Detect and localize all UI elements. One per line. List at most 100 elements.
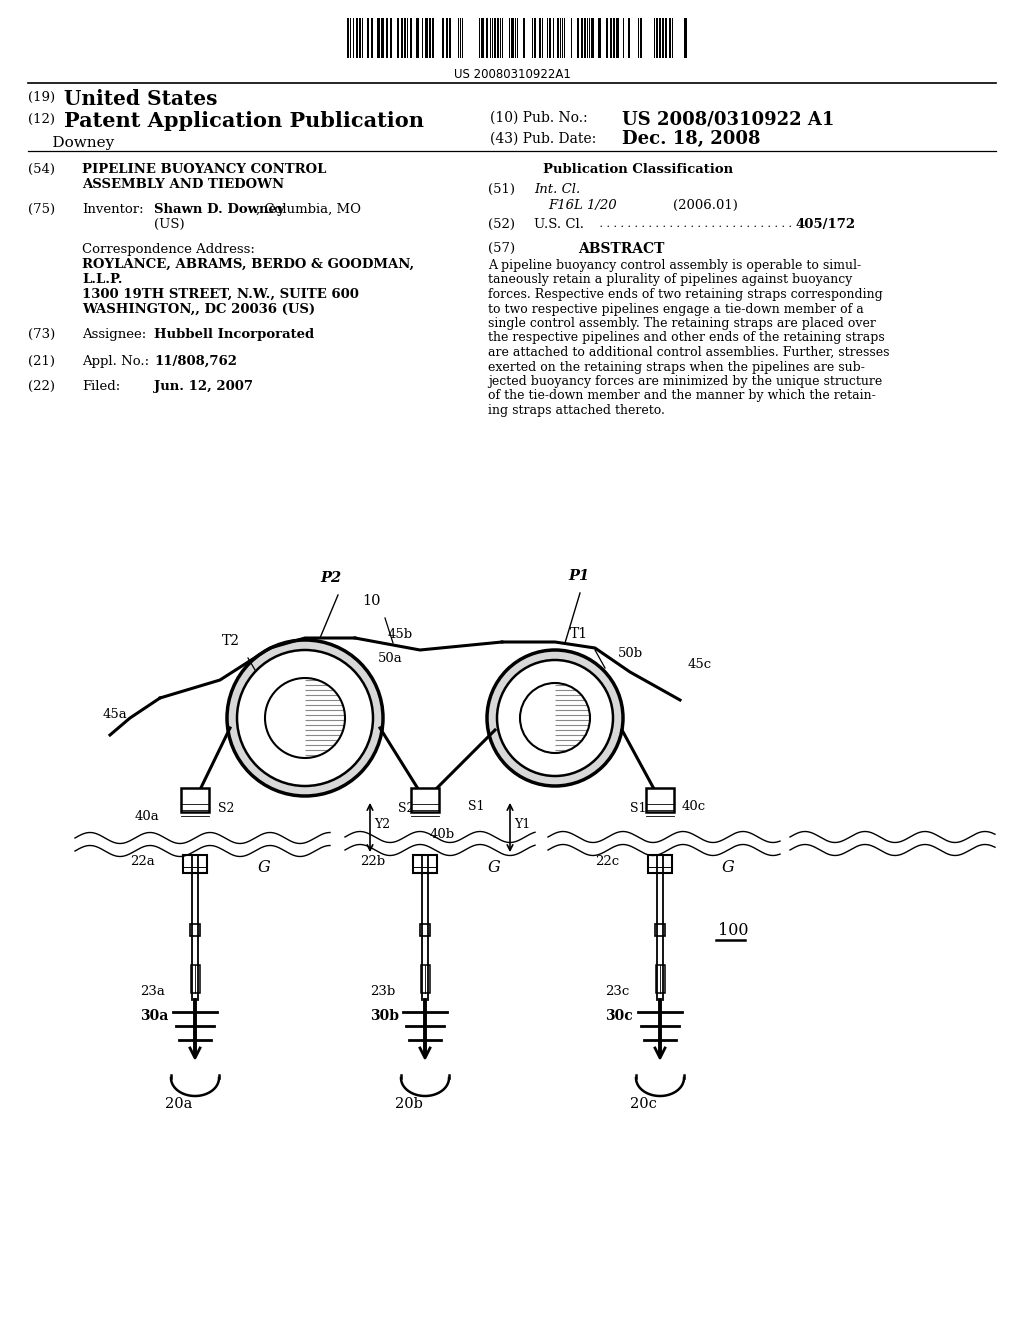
Text: Patent Application Publication: Patent Application Publication [63,111,424,131]
Text: T2: T2 [222,634,240,648]
Bar [640,18,642,58]
Bar [404,18,406,58]
Bar [356,18,358,58]
Text: (75): (75) [28,203,55,216]
Bar [511,18,514,58]
Bar [446,18,449,58]
Text: United States: United States [63,88,217,110]
Text: Downey: Downey [28,136,115,150]
Circle shape [497,660,613,776]
Bar [367,18,369,58]
Circle shape [488,651,622,785]
Text: (43) Pub. Date:: (43) Pub. Date: [490,132,596,147]
Text: (19): (19) [28,91,59,104]
Text: PIPELINE BUOYANCY CONTROL: PIPELINE BUOYANCY CONTROL [82,162,327,176]
Text: Appl. No.:: Appl. No.: [82,355,150,368]
Bar [523,18,525,58]
Text: Publication Classification: Publication Classification [543,162,733,176]
Text: 11/808,762: 11/808,762 [154,355,237,368]
Text: S1: S1 [630,803,646,814]
Text: 23a: 23a [140,985,165,998]
Text: exerted on the retaining straps when the pipelines are sub-: exerted on the retaining straps when the… [488,360,865,374]
Text: S2: S2 [398,803,415,814]
Text: Inventor:: Inventor: [82,203,143,216]
Text: 20c: 20c [630,1097,656,1111]
Bar [416,18,419,58]
Text: (21): (21) [28,355,55,368]
Text: 50b: 50b [618,647,643,660]
Bar [442,18,444,58]
Bar [497,18,499,58]
Bar [648,855,672,873]
Bar [662,18,664,58]
Bar [190,924,200,936]
Text: (73): (73) [28,327,55,341]
Text: G: G [722,859,735,876]
Text: Shawn D. Downey: Shawn D. Downey [154,203,285,216]
Text: . . . . . . . . . . . . . . . . . . . . . . . . . . . .: . . . . . . . . . . . . . . . . . . . . … [596,219,792,228]
Text: 23c: 23c [605,985,630,998]
Text: of the tie-down member and the manner by which the retain-: of the tie-down member and the manner by… [488,389,876,403]
Text: (51): (51) [488,183,515,195]
Bar [432,18,434,58]
Text: A pipeline buoyancy control assembly is operable to simul-: A pipeline buoyancy control assembly is … [488,259,861,272]
Bar [606,18,608,58]
Text: S2: S2 [218,803,234,814]
Text: U.S. Cl.: U.S. Cl. [534,218,584,231]
Text: T1: T1 [570,627,588,642]
Text: ing straps attached thereto.: ing straps attached thereto. [488,404,665,417]
Bar [181,788,209,812]
Bar [669,18,671,58]
Text: are attached to additional control assemblies. Further, stresses: are attached to additional control assem… [488,346,890,359]
Bar [656,965,665,993]
Text: Filed:: Filed: [82,380,120,393]
Text: Hubbell Incorporated: Hubbell Incorporated [154,327,314,341]
Text: US 20080310922A1: US 20080310922A1 [454,69,570,81]
Text: G: G [258,859,270,876]
Text: ASSEMBLY AND TIEDOWN: ASSEMBLY AND TIEDOWN [82,178,284,191]
Bar [381,18,384,58]
Text: (22): (22) [28,380,55,393]
Bar [449,18,451,58]
Bar [413,855,437,873]
Bar [401,18,403,58]
Text: G: G [488,859,501,876]
Bar [371,18,373,58]
Text: the respective pipelines and other ends of the retaining straps: the respective pipelines and other ends … [488,331,885,345]
Circle shape [228,642,382,795]
Text: 40b: 40b [430,828,455,841]
Bar [377,18,380,58]
Text: Jun. 12, 2007: Jun. 12, 2007 [154,380,253,393]
Bar [659,18,662,58]
Text: 30a: 30a [140,1008,168,1023]
Text: 20b: 20b [395,1097,423,1111]
Text: (54): (54) [28,162,55,176]
Bar [646,788,674,812]
Text: (52): (52) [488,218,515,231]
Bar [534,18,536,58]
Text: 20a: 20a [165,1097,193,1111]
Text: single control assembly. The retaining straps are placed over: single control assembly. The retaining s… [488,317,876,330]
Text: Assignee:: Assignee: [82,327,146,341]
Text: 45b: 45b [388,628,413,642]
Text: L.L.P.: L.L.P. [82,273,123,286]
Text: S1: S1 [468,800,484,813]
Bar [397,18,399,58]
Text: Y1: Y1 [514,818,530,832]
Text: 405/172: 405/172 [796,218,856,231]
Bar [584,18,586,58]
Text: 10: 10 [362,594,381,609]
Bar [386,18,388,58]
Bar [410,18,412,58]
Bar [411,788,439,812]
Bar [610,18,612,58]
Text: 22b: 22b [360,855,385,869]
Bar [429,18,431,58]
Text: Correspondence Address:: Correspondence Address: [82,243,255,256]
Bar [390,18,392,58]
Bar [577,18,579,58]
Text: 30c: 30c [605,1008,633,1023]
Text: Y2: Y2 [374,818,390,832]
Text: F16L 1/20: F16L 1/20 [548,199,616,213]
Bar [486,18,488,58]
